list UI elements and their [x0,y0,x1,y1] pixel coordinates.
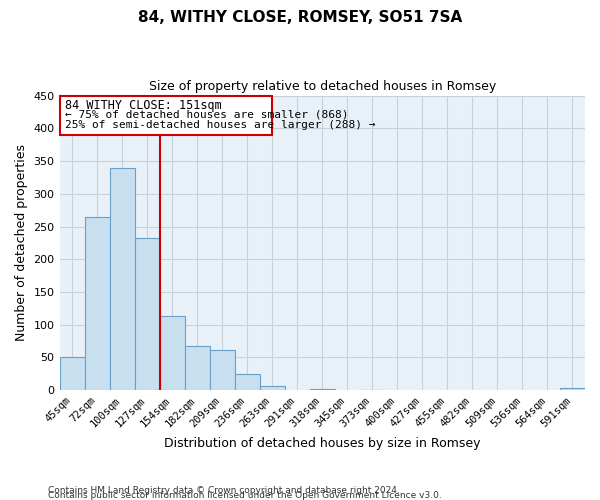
Bar [235,374,260,390]
Text: Contains public sector information licensed under the Open Government Licence v3: Contains public sector information licen… [48,491,442,500]
Bar [260,386,285,390]
Bar [185,346,209,390]
Bar [560,388,585,390]
Text: 84 WITHY CLOSE: 151sqm: 84 WITHY CLOSE: 151sqm [65,99,221,112]
Text: 84, WITHY CLOSE, ROMSEY, SO51 7SA: 84, WITHY CLOSE, ROMSEY, SO51 7SA [138,10,462,25]
FancyBboxPatch shape [59,96,272,135]
Text: ← 75% of detached houses are smaller (868): ← 75% of detached houses are smaller (86… [65,110,348,120]
Bar [134,238,160,390]
X-axis label: Distribution of detached houses by size in Romsey: Distribution of detached houses by size … [164,437,481,450]
Bar [59,358,85,390]
Text: Contains HM Land Registry data © Crown copyright and database right 2024.: Contains HM Land Registry data © Crown c… [48,486,400,495]
Title: Size of property relative to detached houses in Romsey: Size of property relative to detached ho… [149,80,496,93]
Y-axis label: Number of detached properties: Number of detached properties [15,144,28,342]
Bar [209,350,235,390]
Text: 25% of semi-detached houses are larger (288) →: 25% of semi-detached houses are larger (… [65,120,375,130]
Bar [310,389,335,390]
Bar [160,316,185,390]
Bar [110,168,134,390]
Bar [85,216,110,390]
